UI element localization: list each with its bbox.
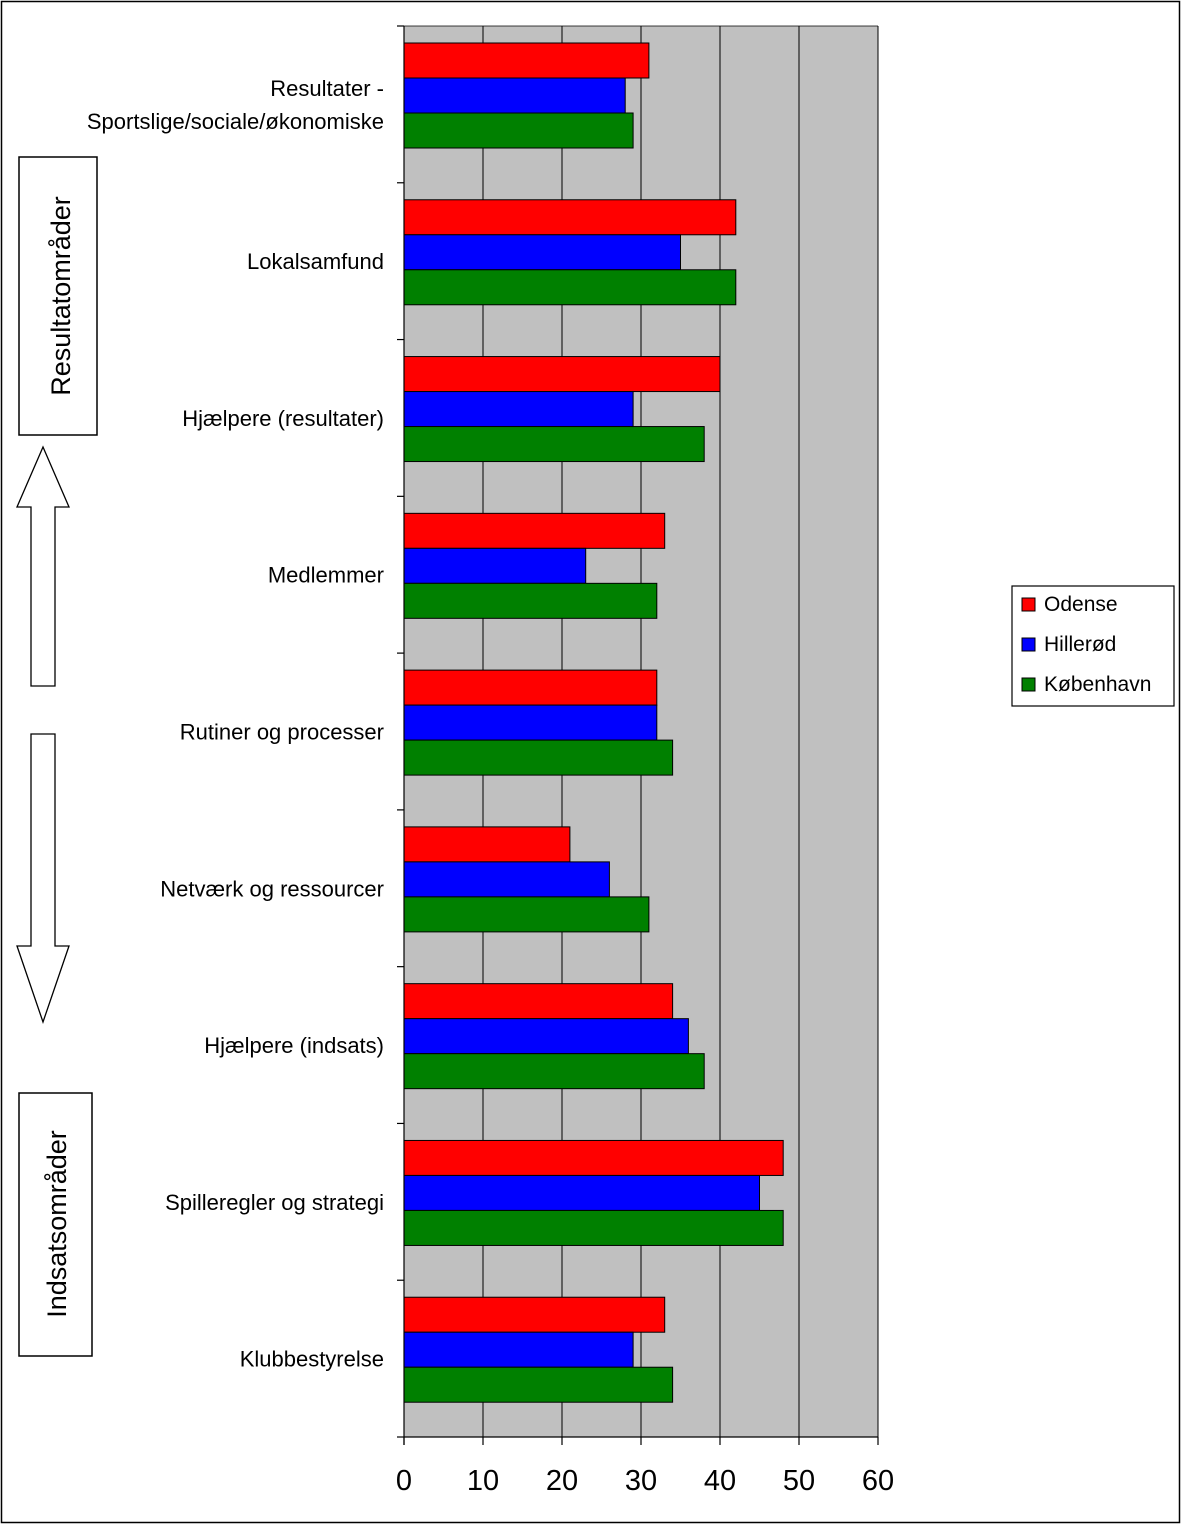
category-label: Hjælpere (indsats) — [204, 1033, 384, 1058]
x-tick-label: 40 — [704, 1465, 736, 1497]
legend-label-hillerød: Hillerød — [1044, 633, 1116, 656]
bar-hillerød-2 — [403, 391, 634, 428]
bar-odense-3 — [403, 512, 666, 549]
category-label: Spilleregler og strategi — [165, 1190, 384, 1215]
x-tick-labels: 0 10 20 30 40 50 60 — [396, 1465, 894, 1497]
bar-hillerød-1 — [403, 234, 681, 271]
bar-odense-6 — [403, 983, 674, 1020]
bar-odense-1 — [403, 199, 737, 236]
category-label: Netværk og ressourcer — [160, 876, 384, 901]
x-tick-label: 20 — [546, 1465, 578, 1497]
bar-odense-2 — [403, 356, 721, 393]
up-arrow-icon — [16, 445, 70, 687]
x-tick-label: 60 — [862, 1465, 894, 1497]
bar-hillerød-6 — [403, 1018, 689, 1055]
x-tick-label: 10 — [467, 1465, 499, 1497]
results-label: Resultatområder — [46, 196, 76, 396]
category-label: Rutiner og processer — [180, 720, 384, 745]
legend-box — [1011, 585, 1175, 707]
efforts-label: Indsatsområder — [42, 1130, 72, 1318]
bar-københavn-3 — [403, 582, 658, 619]
bar-hillerød-5 — [403, 861, 610, 898]
axes — [397, 25, 879, 1445]
bar-odense-0 — [403, 42, 650, 79]
legend-label-odense: Odense — [1044, 593, 1118, 616]
bar-odense-5 — [403, 826, 571, 863]
bar-københavn-4 — [403, 739, 674, 776]
category-label: Resultater -Sportslige/sociale/økonomisk… — [87, 76, 384, 134]
legend: Odense Hillerød København — [1011, 585, 1175, 707]
bar-københavn-7 — [403, 1209, 784, 1246]
side-annotations: Resultatområder Indsatsområder — [16, 156, 98, 1357]
bar-hillerød-7 — [403, 1174, 760, 1211]
category-labels: Resultater -Sportslige/sociale/økonomisk… — [87, 76, 384, 1372]
legend-swatch-odense — [1021, 597, 1036, 612]
bars — [403, 42, 784, 1403]
bar-odense-4 — [403, 669, 658, 706]
bar-københavn-5 — [403, 896, 650, 933]
bar-hillerød-3 — [403, 547, 587, 584]
bar-københavn-6 — [403, 1053, 705, 1090]
bar-hillerød-8 — [403, 1331, 634, 1368]
x-tick-label: 30 — [625, 1465, 657, 1497]
bar-københavn-2 — [403, 426, 705, 463]
category-label: Hjælpere (resultater) — [182, 406, 384, 431]
category-label: Lokalsamfund — [247, 249, 384, 274]
bar-odense-8 — [403, 1296, 666, 1333]
category-label: Medlemmer — [268, 563, 384, 588]
efforts-box — [18, 1092, 93, 1357]
bar-københavn-1 — [403, 269, 737, 306]
results-box — [18, 156, 98, 436]
bar-hillerød-4 — [403, 704, 658, 741]
down-arrow-icon — [16, 733, 70, 1025]
category-label: Klubbestyrelse — [240, 1347, 384, 1372]
x-tick-label: 50 — [783, 1465, 815, 1497]
bar-københavn-0 — [403, 112, 634, 149]
bar-hillerød-0 — [403, 77, 626, 114]
legend-label-københavn: København — [1044, 673, 1151, 696]
legend-swatch-københavn — [1021, 677, 1036, 692]
bar-københavn-8 — [403, 1366, 674, 1403]
x-tick-label: 0 — [396, 1465, 412, 1497]
bar-odense-7 — [403, 1139, 784, 1176]
legend-swatch-hillerød — [1021, 637, 1036, 652]
